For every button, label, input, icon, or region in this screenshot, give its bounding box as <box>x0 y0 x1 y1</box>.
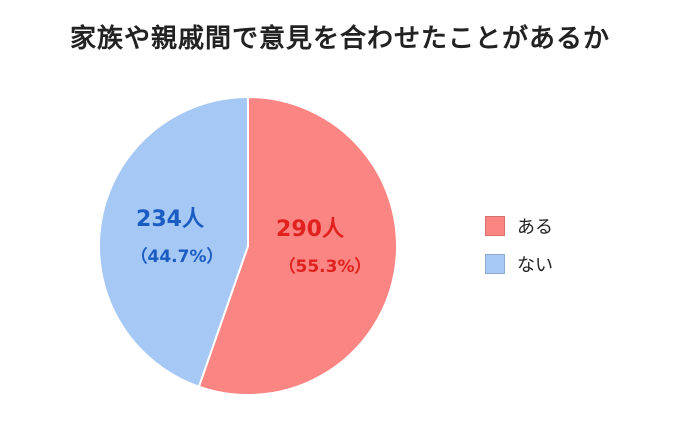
chart-title: 家族や親戚間で意見を合わせたことがあるか <box>69 24 610 54</box>
legend-item-aru: ある <box>485 214 553 238</box>
legend: ある ない <box>485 214 553 290</box>
slice-value-label-0: 290人 <box>276 217 344 242</box>
legend-swatch-aru <box>485 216 505 236</box>
legend-swatch-nai <box>485 254 505 274</box>
slice-value-label-1: 234人 <box>136 207 204 232</box>
legend-item-nai: ない <box>485 252 553 276</box>
pie-slice-1 <box>98 95 249 388</box>
legend-label-nai: ない <box>517 255 553 276</box>
slice-percent-label-1: （44.7%） <box>131 246 224 267</box>
slice-percent-label-0: （55.3%） <box>279 256 372 277</box>
legend-label-aru: ある <box>517 217 553 238</box>
